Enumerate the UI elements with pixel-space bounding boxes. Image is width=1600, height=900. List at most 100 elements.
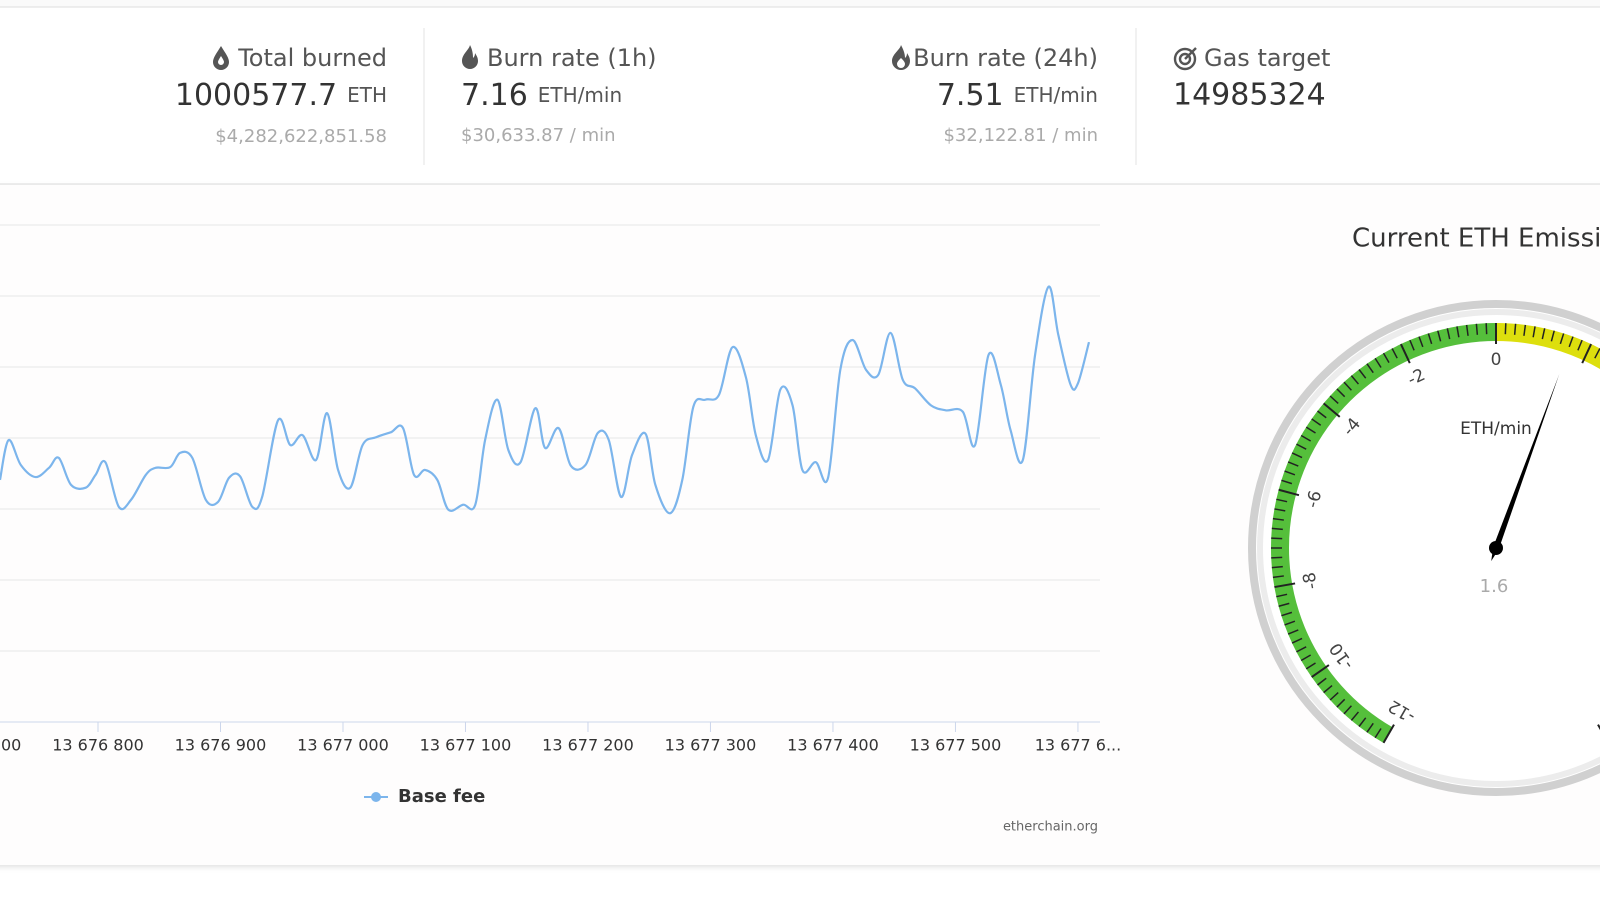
gauge-minor-tick [1513,323,1517,335]
gauge-minor-tick [1350,711,1360,721]
gauge-minor-tick [1541,328,1546,340]
line-chart: 13 676 700 13 676 800 13 676 900 13 677 000… [0,224,1122,835]
gauge-minor-tick [1278,602,1290,607]
gauge-needle [1491,374,1560,562]
unit: ETH/min [538,83,622,107]
stat-value: 1000577.7 ETH [175,78,387,113]
gauge: Current ETH Emission-12-10-8-6-4-20ETH/m… [1248,224,1600,796]
gauge-minor-tick [1475,323,1479,335]
gauge-minor-tick [1287,461,1299,467]
gauge-unit: ETH/min [1460,419,1532,439]
gauge-minor-tick [1465,324,1469,336]
stat-title: Burn rate (24h) [913,44,1098,72]
x-tick-label: 13 676 900 [175,736,267,755]
gauge-minor-tick [1446,328,1451,340]
gauge-minor-tick [1456,326,1460,338]
fire-icon [892,45,910,70]
gauge-minor-tick [1329,395,1339,404]
x-tick-label: 13 676 700 [0,736,21,755]
gauge-minor-tick [1276,498,1288,503]
gauge-minor-tick [1278,488,1300,497]
gauge-minor-tick [1300,654,1312,662]
gauge-minor-tick [1305,426,1316,434]
gauge-minor-tick [1594,348,1600,359]
gauge-minor-tick [1274,508,1286,512]
gauge-minor-tick [1550,330,1555,342]
x-tick-label: 13 677 400 [787,736,879,755]
gauge-minor-tick [1391,348,1398,359]
gauge-title: Current ETH Emission [1352,224,1600,254]
legend-label: Base fee [398,786,485,807]
stat-title: Burn rate (1h) [487,44,657,72]
gauge-minor-tick [1358,717,1367,727]
legend-marker [371,792,381,802]
x-tick-label: 13 677 100 [420,736,512,755]
unit: ETH [347,83,387,107]
gauge-minor-tick [1532,326,1536,338]
gauge-value: 1.6 [1480,576,1509,597]
gauge-minor-tick [1382,724,1395,744]
gauge-minor-tick [1336,698,1346,708]
gauge-minor-tick [1366,363,1374,374]
gauge-minor-tick [1276,593,1288,598]
value: 7.51 [937,78,1004,113]
gauge-band [1495,323,1600,370]
gauge-minor-tick [1317,677,1327,686]
gauge-minor-tick [1322,402,1341,418]
gauge-minor-tick [1317,410,1327,419]
gauge-minor-tick [1358,369,1367,379]
gauge-minor-tick [1350,375,1360,385]
gauge-minor-tick [1559,333,1565,345]
gauge-minor-tick [1284,470,1296,476]
gauge-minor-tick [1281,611,1293,617]
x-tick-label: 13 676 800 [52,736,144,755]
gauge-minor-tick [1300,434,1312,442]
gauge-minor-tick [1284,620,1296,626]
stat-value: 7.51 ETH/min [937,78,1098,113]
gauge-minor-tick [1366,722,1374,733]
gauge-minor-tick [1409,339,1415,351]
gauge-minor-tick [1382,352,1390,364]
gauge-minor-tick [1568,336,1574,348]
gauge-minor-tick [1343,705,1352,715]
gauge-minor-tick [1271,527,1283,531]
stat-value: 14985324 [1173,78,1326,113]
gauge-minor-tick [1577,339,1583,351]
line-series [0,285,1091,515]
stat-usd: $30,633.87 / min [461,125,616,146]
gauge-minor-tick [1281,479,1293,485]
gauge-tick-label: -2 [1405,365,1429,390]
stat-title: Gas target [1204,44,1330,72]
gauge-minor-tick [1329,692,1339,701]
x-tick-label: 13 677 500 [910,736,1002,755]
gauge-minor-tick [1287,629,1299,635]
gauge-minor-tick [1291,637,1303,644]
gauge-minor-tick [1343,381,1352,391]
gauge-minor-tick [1305,662,1316,670]
flame-icon [462,45,478,69]
gauge-minor-tick [1296,443,1307,450]
stat-title: Total burned [237,44,387,72]
gauge-bezel [1248,300,1600,796]
x-tick-label: 13 677 6... [1035,736,1122,755]
gauge-minor-tick [1336,388,1346,398]
stat-value: 7.16 ETH/min [461,78,622,113]
gauge-tick-label: -8 [1300,571,1323,591]
gauge-tick-label: 0 [1491,350,1502,370]
gauge-pivot [1489,541,1503,555]
gauge-minor-tick [1374,357,1382,368]
drop-icon [213,46,229,70]
gauge-minor-tick [1323,684,1333,694]
gauge-minor-tick [1581,343,1592,364]
gauge-minor-tick [1296,646,1307,653]
gauge-minor-tick [1437,330,1442,342]
gauge-minor-tick [1271,565,1283,569]
gauge-minor-tick [1272,575,1284,579]
gauge-inner [1257,309,1600,787]
stat-usd: $32,122.81 / min [943,125,1098,146]
gauge-minor-tick [1400,343,1411,364]
value: 1000577.7 [175,78,337,113]
gauge-minor-tick [1427,333,1433,345]
